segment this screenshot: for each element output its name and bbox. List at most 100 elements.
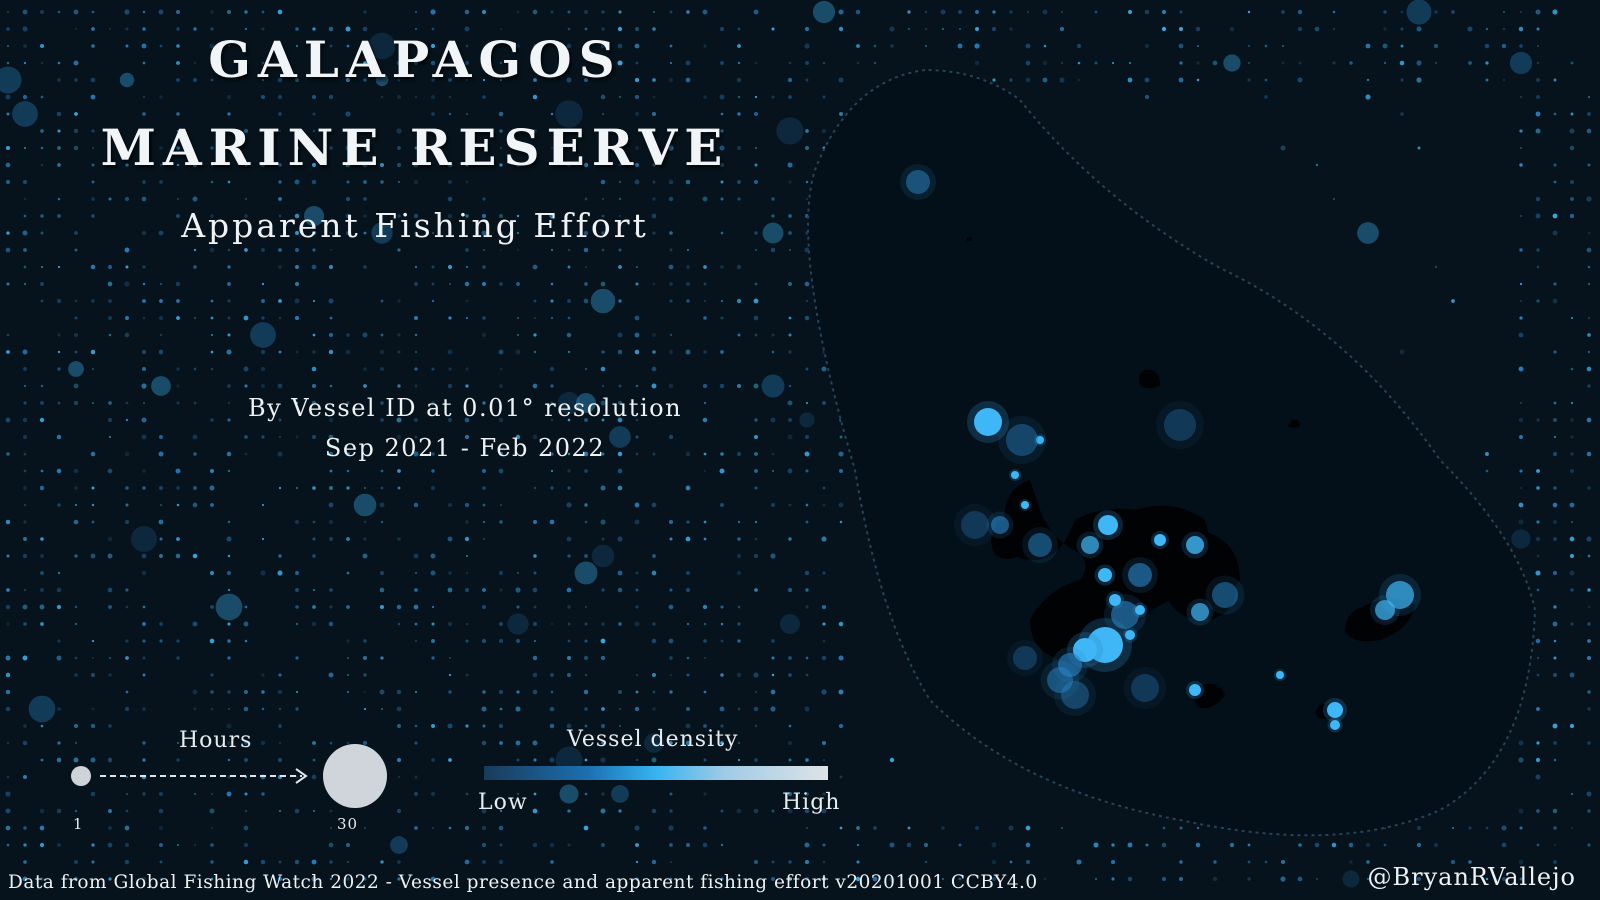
effort-dot [1382,43,1388,49]
effort-dot [73,60,79,66]
effort-dot [550,248,554,252]
effort-dot [634,706,640,712]
effort-dot [1569,723,1575,729]
effort-dot [805,656,809,660]
effort-dot [566,162,572,168]
data-source-credit: Data from Global Fishing Watch 2022 - Ve… [8,872,1038,893]
effort-dot [532,128,538,134]
effort-dot [159,333,163,337]
effort-dot [1485,826,1489,830]
effort-dot [124,315,130,321]
effort-dot [23,843,27,847]
effort-dot [635,452,639,456]
effort-dot [618,690,622,694]
effort-dot [294,281,300,287]
effort-dot [685,485,691,491]
effort-dot [40,163,44,167]
effort-dot [176,129,180,133]
effort-dot [142,486,146,490]
effort-dot [176,401,180,405]
effort-dot [465,180,469,184]
effort-dot [414,27,418,31]
effort-dot [703,401,707,405]
effort-dot [1553,758,1557,762]
effort-dot [379,604,385,610]
effort-dot [753,298,759,304]
effort-dot [1553,605,1557,609]
effort-dot [23,588,27,592]
effort-dot [1552,230,1558,236]
effort-dot [91,503,95,507]
effort-dot [91,163,95,167]
effort-dot [124,519,130,525]
effort-dot [1468,826,1472,830]
effort-dot [1536,809,1540,813]
hours-arrow-icon [100,768,308,784]
effort-dot [1297,876,1303,882]
effort-dot [278,435,282,439]
effort-dot [1570,316,1574,320]
effort-dot [788,316,792,320]
effort-dot [312,605,316,609]
effort-dot [465,673,469,677]
effort-dot [1298,843,1302,847]
effort-dot [805,367,809,371]
effort-dot [600,43,606,49]
effort-dot [91,673,95,677]
effort-dot [23,452,27,456]
effort-dot [720,673,724,677]
effort-dot [601,452,605,456]
effort-dot [210,367,214,371]
effort-dot [397,248,401,252]
effort-dot [244,605,248,609]
effort-dot [295,588,299,592]
effort-dot [226,740,232,746]
effort-dot [40,877,44,881]
effort-dot [1553,843,1557,847]
effort-dot [1025,825,1031,831]
effort-dot [736,672,742,678]
effort-dot [686,265,690,269]
effort-dot [703,282,707,286]
effort-dot [652,78,656,82]
effort-dot [600,757,606,763]
effort-dot [1587,384,1591,388]
effort-dot [499,367,503,371]
effort-dot [566,876,572,882]
effort-dot [618,724,622,728]
effort-dot [227,112,231,116]
effort-dot [6,350,10,354]
effort-dot [482,248,486,252]
effort-dot [1553,401,1557,405]
effort-dot [703,622,707,626]
effort-dot [703,350,707,354]
effort-dot [56,298,62,304]
effort-dot [176,639,180,643]
effort-dot [142,673,146,677]
effort-dot [1332,10,1336,14]
effort-dot [754,435,758,439]
effort-dot [375,73,389,87]
effort-dot [566,77,572,83]
effort-dot [464,9,470,15]
effort-dot [295,571,299,575]
effort-dot [141,434,147,440]
effort-dot [362,332,368,338]
effort-dot [499,384,503,388]
effort-dot [1297,26,1303,32]
effort-dot [652,231,656,235]
effort-dot [244,214,248,218]
effort-dot [176,741,180,745]
effort-dot [584,197,588,201]
effort-dot [1519,282,1523,286]
effort-dot [720,622,724,626]
effort-dot [142,180,146,184]
effort-dot [1552,723,1558,729]
effort-dot [753,553,759,559]
effort-dot [549,723,555,729]
effort-dot [762,222,784,244]
effort-dot [566,332,572,338]
effort-dot [482,95,486,99]
effort-dot [448,656,452,660]
effort-dot [294,145,300,151]
